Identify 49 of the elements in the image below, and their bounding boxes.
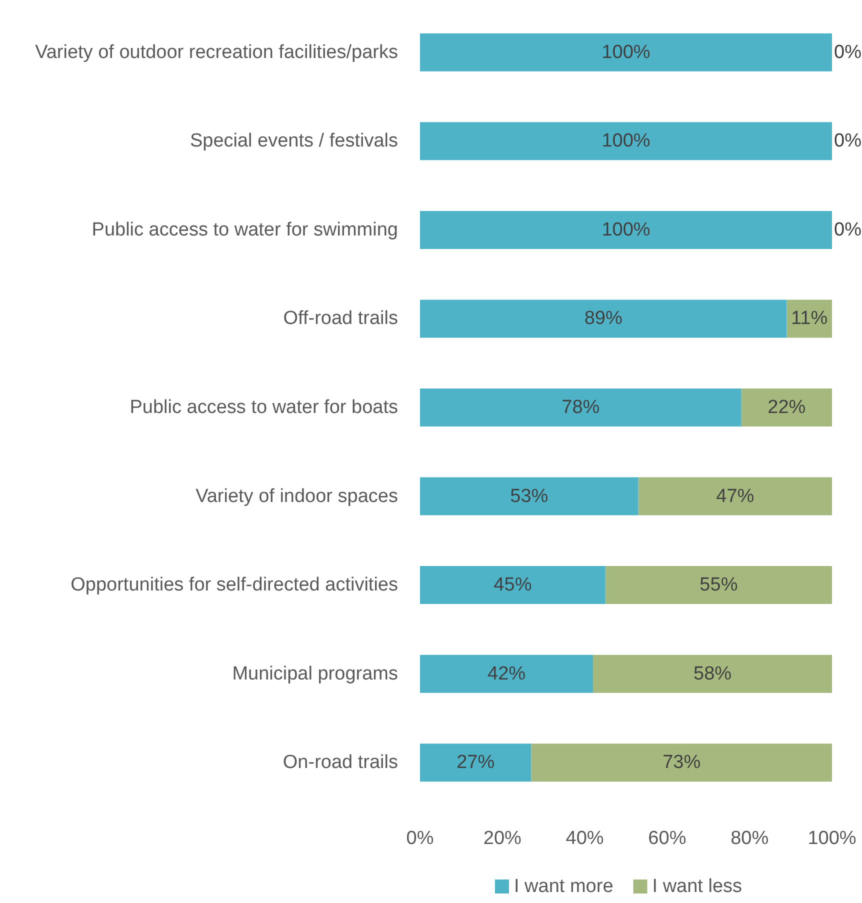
bar	[741, 388, 832, 426]
data-label: 0%	[834, 42, 862, 63]
data-label: 100%	[602, 219, 650, 240]
data-label: 89%	[584, 308, 622, 330]
x-tick-label: 40%	[566, 828, 604, 849]
legend-label: I want more	[514, 876, 614, 897]
data-label: 45%	[494, 574, 532, 596]
y-tick-label: Variety of outdoor recreation facilities/parks	[35, 42, 398, 63]
bar	[420, 566, 606, 604]
data-label: 22%	[768, 397, 806, 418]
bar	[420, 300, 787, 338]
data-label: 0%	[834, 130, 862, 152]
y-tick-label: Public access to water for boats	[130, 397, 398, 418]
bar	[420, 210, 832, 249]
data-label: 42%	[488, 663, 526, 684]
bar	[531, 744, 832, 782]
y-tick-label: Municipal programs	[232, 663, 398, 684]
bar	[638, 477, 832, 516]
x-tick-label: 60%	[648, 828, 686, 849]
data-label: 11%	[791, 308, 828, 330]
data-label: 55%	[700, 574, 738, 596]
x-tick-label: 20%	[483, 828, 522, 849]
data-label: 100%	[602, 42, 650, 63]
bar	[420, 388, 742, 426]
legend-label: I want less	[652, 876, 742, 897]
x-tick-label: 0%	[406, 828, 434, 849]
x-tick-label: 80%	[730, 828, 769, 849]
bar	[420, 33, 832, 72]
data-label: 58%	[694, 663, 732, 684]
bar	[420, 122, 832, 160]
y-tick-label: Special events / festivals	[190, 130, 398, 152]
y-tick-label: Public access to water for swimming	[92, 219, 398, 240]
data-label: 73%	[662, 752, 701, 774]
bar	[420, 477, 638, 516]
bar	[593, 654, 832, 693]
data-label: 100%	[602, 130, 650, 152]
data-label: 27%	[456, 752, 495, 774]
y-tick-label: Off-road trails	[283, 308, 398, 330]
y-tick-label: On-road trails	[282, 752, 398, 774]
y-tick-label: Variety of indoor spaces	[196, 486, 398, 507]
data-label: 0%	[834, 219, 862, 240]
x-tick-label: 100%	[808, 828, 856, 849]
bar	[420, 654, 594, 693]
data-label: 53%	[510, 486, 548, 507]
data-label: 78%	[562, 397, 600, 418]
bar	[420, 744, 532, 782]
data-label: 47%	[716, 486, 754, 507]
bar	[605, 566, 832, 604]
y-tick-label: Opportunities for self-directed activities	[70, 574, 398, 596]
